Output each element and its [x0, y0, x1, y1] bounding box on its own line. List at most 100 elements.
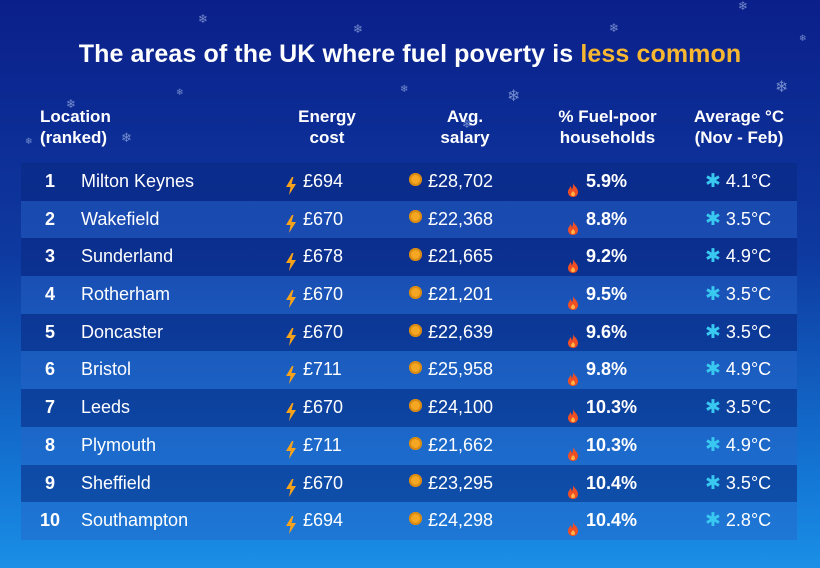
header-avg-salary: Avg. salary — [415, 106, 515, 148]
snowflake-icon: ✱ — [705, 321, 721, 343]
table-row: 8 Plymouth £711 £21,662 10.3% ✱ 4.9°C — [21, 426, 797, 465]
header-salary-line2: salary — [440, 128, 490, 147]
salary-value: £28,702 — [428, 171, 494, 191]
salary-value: £21,665 — [428, 246, 494, 267]
fuel-poor-value: 10.4% — [586, 472, 638, 493]
table-row: 5 Doncaster £670 £22,639 9.6% ✱ 3.5°C — [21, 313, 797, 352]
location-cell: Sheffield — [81, 472, 151, 493]
fuel-poor-cell: 5.9% — [567, 163, 627, 201]
rank-cell: 6 — [44, 359, 55, 380]
coin-icon — [409, 398, 422, 412]
lightning-bolt-icon — [285, 171, 297, 196]
salary-value: £24,298 — [428, 510, 494, 531]
fuel-poor-cell: 9.5% — [567, 276, 627, 314]
temperature-cell: ✱ 3.5°C — [705, 276, 771, 314]
fuel-poor-cell: 8.8% — [567, 201, 627, 239]
table-row: 4 Rotherham £670 £21,201 9.5% ✱ 3.5°C — [21, 276, 797, 314]
rank-cell: 1 — [44, 171, 55, 191]
lightning-bolt-icon — [285, 284, 297, 309]
fuel-poor-value: 10.3% — [586, 397, 638, 418]
lightning-bolt-icon — [285, 473, 297, 497]
snowflake-icon: ✱ — [705, 246, 721, 268]
temperature-value: 4.1°C — [725, 171, 772, 191]
title-highlight: less common — [580, 40, 742, 68]
salary-cell: £22,639 — [409, 314, 493, 352]
coin-icon — [409, 285, 422, 299]
flame-icon — [567, 362, 579, 386]
fuel-poor-value: 9.8% — [586, 359, 628, 380]
temperature-cell: ✱ 3.5°C — [705, 389, 771, 427]
fuel-poor-cell: 10.4% — [567, 465, 637, 503]
temperature-cell: ✱ 4.1°C — [705, 163, 771, 201]
rank-cell: 5 — [44, 321, 55, 342]
header-location: Location (ranked) — [40, 106, 111, 148]
background-snowflake-icon: ❄ — [775, 79, 789, 96]
energy-cost-cell: £711 — [285, 351, 342, 389]
temperature-value: 3.5°C — [725, 208, 772, 229]
background-snowflake-icon: ❄ — [507, 88, 521, 105]
fuel-poor-cell: 9.6% — [567, 314, 627, 352]
temperature-cell: ✱ 3.5°C — [705, 314, 771, 352]
table-row: 9 Sheffield £670 £23,295 10.4% ✱ 3.5°C — [21, 464, 797, 503]
coin-icon — [409, 436, 422, 450]
temperature-value: 3.5°C — [725, 397, 772, 418]
header-energy-line1: Energy — [298, 107, 356, 126]
salary-cell: £24,100 — [409, 389, 493, 427]
salary-value: £24,100 — [428, 397, 494, 418]
fuel-poor-value: 9.2% — [586, 246, 628, 267]
energy-cost-cell: £670 — [285, 465, 343, 503]
location-cell: Doncaster — [81, 321, 164, 342]
table-row: 2 Wakefield £670 £22,368 8.8% ✱ 3.5°C — [21, 200, 797, 239]
temperature-cell: ✱ 3.5°C — [705, 201, 771, 239]
coin-icon — [409, 248, 422, 262]
flame-icon — [567, 512, 579, 537]
header-average-temp: Average °C (Nov - Feb) — [680, 106, 798, 148]
salary-cell: £21,201 — [409, 276, 493, 314]
temperature-value: 3.5°C — [725, 472, 772, 493]
flame-icon — [567, 437, 579, 462]
temperature-value: 4.9°C — [725, 246, 772, 267]
location-cell: Southampton — [81, 510, 189, 531]
fuel-poor-cell: 9.8% — [567, 351, 627, 389]
background-snowflake-icon: ❄ — [66, 97, 77, 111]
coin-icon — [409, 323, 422, 337]
salary-cell: £22,368 — [409, 201, 493, 239]
location-cell: Leeds — [81, 397, 131, 418]
energy-cost-cell: £678 — [285, 238, 343, 276]
energy-cost-value: £711 — [303, 434, 342, 455]
rank-cell: 7 — [44, 397, 55, 418]
lightning-bolt-icon — [285, 247, 297, 271]
salary-cell: £23,295 — [409, 465, 493, 503]
flame-icon — [567, 286, 579, 311]
snowflake-icon: ✱ — [705, 397, 721, 419]
background-snowflake-icon: ❄ — [25, 136, 33, 146]
location-cell: Sunderland — [81, 246, 174, 267]
rank-cell: 2 — [44, 208, 55, 229]
header-temp-line1: Average °C — [693, 107, 785, 126]
snowflake-icon: ✱ — [705, 472, 721, 494]
fuel-poor-value: 9.6% — [586, 321, 628, 342]
snowflake-icon: ✱ — [705, 359, 721, 381]
energy-cost-cell: £670 — [285, 314, 343, 352]
table-row: 7 Leeds £670 £24,100 10.3% ✱ 3.5°C — [21, 389, 797, 427]
energy-cost-value: £670 — [303, 284, 344, 305]
fuel-poor-cell: 10.3% — [567, 389, 637, 427]
salary-cell: £24,298 — [409, 502, 493, 540]
energy-cost-cell: £670 — [285, 276, 343, 314]
header-salary-line1: Avg. — [446, 107, 484, 126]
salary-value: £21,201 — [428, 284, 494, 305]
temperature-cell: ✱ 3.5°C — [705, 465, 771, 503]
lightning-bolt-icon — [285, 510, 297, 535]
energy-cost-value: £670 — [303, 208, 344, 229]
rank-cell: 3 — [44, 246, 55, 267]
fuel-poor-value: 10.4% — [586, 510, 638, 531]
location-cell: Milton Keynes — [81, 171, 195, 191]
header-temp-line2: (Nov - Feb) — [694, 128, 784, 147]
background-snowflake-icon: ❄ — [462, 117, 473, 131]
temperature-value: 2.8°C — [725, 510, 772, 531]
table-row: 6 Bristol £711 £25,958 9.8% ✱ 4.9°C — [21, 351, 797, 390]
table-row: 3 Sunderland £678 £21,665 9.2% ✱ 4.9°C — [21, 238, 797, 277]
temperature-value: 3.5°C — [725, 321, 772, 342]
background-snowflake-icon: ❄ — [176, 87, 184, 97]
lightning-bolt-icon — [285, 209, 297, 233]
